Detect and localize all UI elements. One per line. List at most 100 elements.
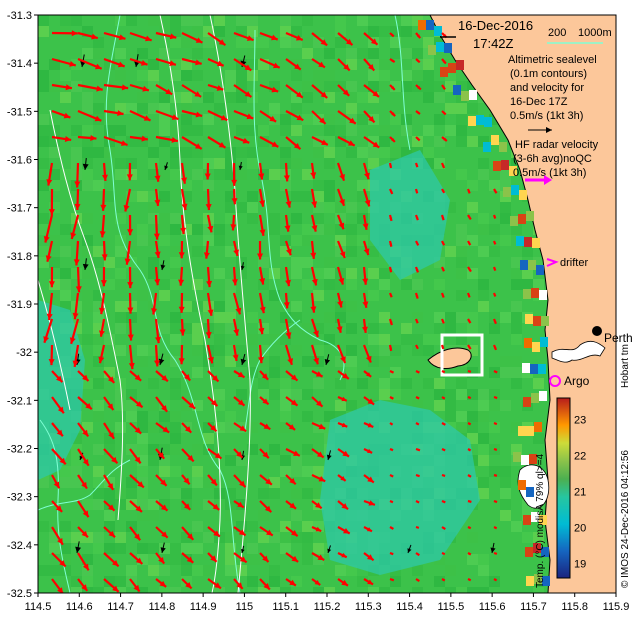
swan-river — [551, 340, 606, 363]
hf-radar-arrow-head — [265, 478, 272, 485]
hf-radar-arrow-head — [287, 358, 294, 365]
coastal-pixel — [534, 422, 542, 432]
sst-pixel — [148, 499, 159, 510]
sst-pixel — [60, 477, 71, 488]
sst-pixel — [291, 389, 302, 400]
hf-radar-arrow-head — [82, 459, 89, 466]
sst-pixel — [247, 37, 258, 48]
coastal-pixel — [499, 142, 507, 152]
sst-pixel — [93, 378, 104, 389]
sst-pixel — [258, 389, 269, 400]
hf-radar-arrow-head — [366, 554, 374, 561]
sst-pixel — [60, 92, 71, 103]
sst-pixel — [313, 114, 324, 125]
hf-radar-arrow-head — [53, 481, 60, 489]
sst-pixel — [445, 400, 456, 411]
sst-pixel — [104, 147, 115, 158]
hf-radar-arrow-head — [389, 217, 393, 221]
sst-pixel — [82, 125, 93, 136]
sst-pixel — [445, 70, 456, 81]
sst-pixel — [357, 378, 368, 389]
sst-pixel — [225, 301, 236, 312]
sst-pixel — [467, 268, 478, 279]
sst-pixel — [434, 378, 445, 389]
coastal-pixel — [530, 364, 538, 374]
sst-pixel — [82, 268, 93, 279]
sst-pixel — [335, 202, 346, 213]
hf-radar-arrow-head — [262, 555, 269, 563]
hf-radar-arrow-head — [262, 398, 269, 405]
hf-radar-arrow-head — [366, 527, 372, 532]
x-tick-label: 115.6 — [479, 601, 506, 613]
hf-radar-arrow-head — [467, 190, 470, 194]
sst-pixel — [104, 334, 115, 345]
hf-radar-arrow-head — [283, 175, 290, 182]
hf-radar-arrow-head — [57, 587, 63, 593]
hf-radar-arrow-head — [237, 501, 244, 508]
hf-radar-arrow-head — [43, 236, 50, 243]
coastal-pixel — [531, 288, 539, 298]
sst-pixel — [214, 312, 225, 323]
sst-pixel — [313, 147, 324, 158]
hf-radar-arrow-head — [178, 358, 185, 365]
sst-pixel — [126, 488, 137, 499]
sst-pixel — [280, 543, 291, 554]
sst-pixel — [434, 312, 445, 323]
hf-radar-arrow-head — [82, 429, 89, 437]
sst-pixel — [511, 312, 522, 323]
sst-pixel — [423, 125, 434, 136]
hf-radar-arrow-head — [231, 279, 238, 286]
coastal-pixel — [491, 135, 499, 145]
sst-pixel — [269, 576, 280, 587]
sst-pixel — [225, 213, 236, 224]
sst-pixel — [456, 257, 467, 268]
sst-pixel — [225, 169, 236, 180]
sst-pixel — [313, 323, 324, 334]
colorbar — [556, 397, 571, 579]
sst-pixel — [478, 213, 489, 224]
hf-radar-arrow-head — [291, 530, 298, 537]
sst-pixel — [258, 587, 269, 593]
altimetry-arrow-head — [407, 548, 412, 553]
legend-altimetry-line-4: 16-Dec 17Z — [510, 96, 568, 108]
hf-radar-arrow-head — [207, 225, 214, 233]
sst-pixel — [82, 180, 93, 191]
hf-radar-arrow-head — [48, 359, 55, 366]
sst-pixel — [434, 257, 445, 268]
sst-pixel — [159, 279, 170, 290]
sst-pixel — [159, 103, 170, 114]
sst-pixel — [324, 136, 335, 147]
sst-pixel — [49, 202, 60, 213]
sst-pixel — [159, 48, 170, 59]
legend-hf-line-2: (3-6h avg)noQC — [513, 153, 592, 165]
sst-pixel — [478, 455, 489, 466]
sst-pixel — [269, 488, 280, 499]
hf-radar-arrow-head — [441, 346, 444, 349]
hf-radar-arrow-head — [128, 362, 135, 370]
sst-pixel — [456, 125, 467, 136]
hf-radar-arrow-head — [134, 533, 141, 541]
sst-pixel — [214, 389, 225, 400]
hf-radar-arrow-head — [207, 309, 214, 316]
sst-pixel — [456, 367, 467, 378]
sst-pixel — [456, 246, 467, 257]
sst-pixel — [203, 114, 214, 125]
hf-radar-arrow-head — [63, 112, 71, 119]
sst-pixel — [159, 411, 170, 422]
hf-radar-arrow-head — [289, 502, 297, 509]
sst-pixel — [269, 378, 280, 389]
sst-pixel — [412, 565, 423, 576]
sst-pixel — [247, 444, 258, 455]
sst-pixel — [214, 488, 225, 499]
sst-pixel — [368, 378, 379, 389]
sst-pixel — [192, 125, 203, 136]
hf-radar-arrow-head — [127, 282, 134, 289]
sst-pixel — [269, 334, 280, 345]
hf-radar-arrow-head — [108, 504, 115, 511]
hf-radar-arrow-head — [368, 500, 375, 506]
sst-pixel — [335, 400, 346, 411]
sst-pixel — [49, 147, 60, 158]
sst-pixel — [137, 477, 148, 488]
sst-pixel — [137, 136, 148, 147]
sst-pixel — [104, 136, 115, 147]
